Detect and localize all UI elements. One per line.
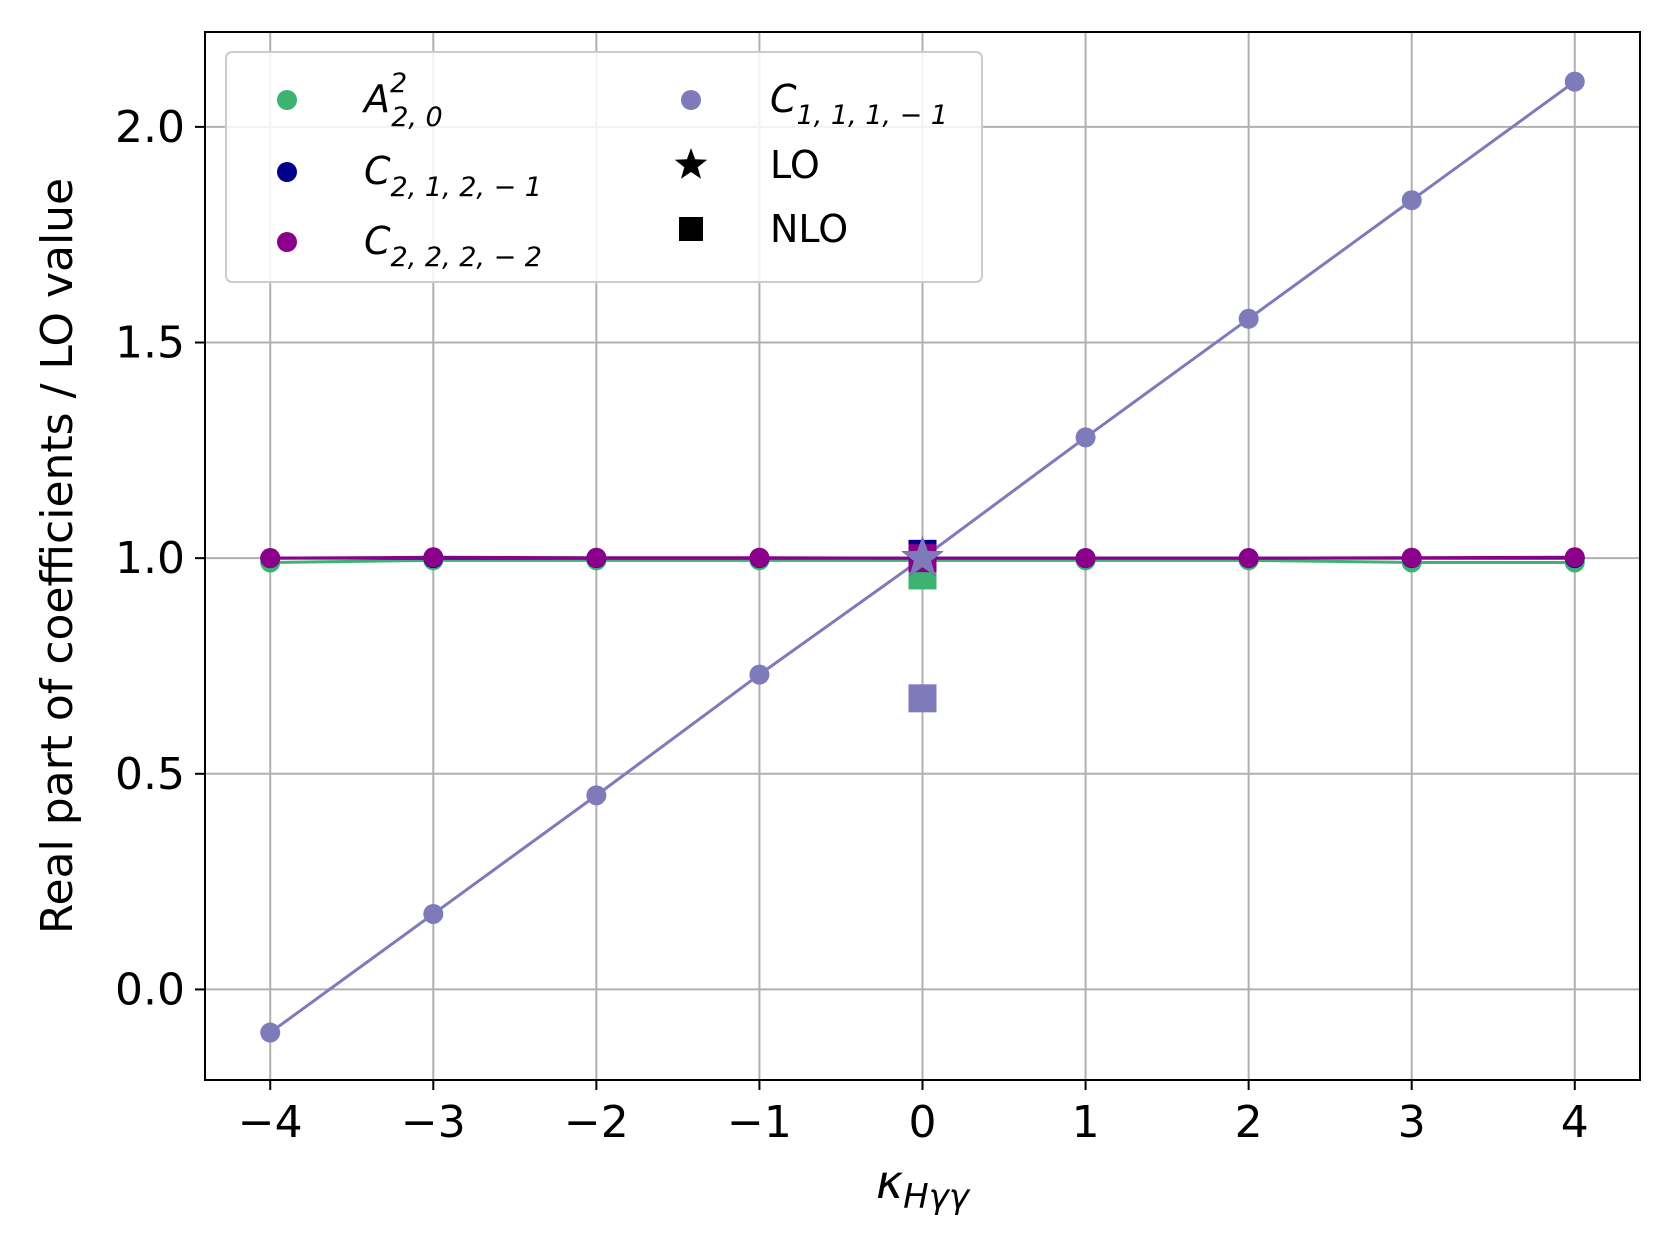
x-tick-label: −3 bbox=[401, 1097, 466, 1148]
x-tick-label: −1 bbox=[727, 1097, 792, 1148]
series-point-2 bbox=[423, 547, 444, 568]
legend-label-3: C1, 1, 1, − 1 bbox=[770, 77, 948, 131]
legend: A2 2, 0 C2, 1, 2, − 1 C2, 2, 2, − 2 C1, 1, 1… bbox=[225, 51, 983, 283]
y-tick-label: 0.0 bbox=[115, 964, 185, 1015]
series-point-2 bbox=[1401, 547, 1422, 568]
series-point-3 bbox=[1564, 71, 1585, 92]
series-point-2 bbox=[1075, 548, 1096, 569]
series-point-3 bbox=[260, 1022, 281, 1043]
legend-marker-0 bbox=[277, 90, 297, 110]
legend-label-1: C2, 1, 2, − 1 bbox=[364, 149, 542, 203]
legend-marker-3 bbox=[681, 90, 701, 110]
legend-label-nlo: NLO bbox=[770, 207, 848, 251]
series-point-3 bbox=[1075, 427, 1096, 448]
series-point-3 bbox=[586, 785, 607, 806]
series-point-3 bbox=[1401, 190, 1422, 211]
y-tick-label: 1.5 bbox=[115, 318, 185, 369]
markers-layer bbox=[901, 536, 944, 713]
series-point-3 bbox=[1238, 308, 1259, 329]
legend-label-2: C2, 2, 2, − 2 bbox=[364, 219, 542, 273]
lo-marker-3 bbox=[901, 536, 944, 576]
legend-square-icon bbox=[679, 217, 703, 241]
legend-star-icon bbox=[674, 148, 708, 179]
series-point-2 bbox=[260, 548, 281, 569]
series-point-2 bbox=[749, 547, 770, 568]
legend-box bbox=[225, 51, 983, 283]
y-tick-label: 2.0 bbox=[115, 102, 185, 153]
x-tick-label: 3 bbox=[1398, 1097, 1426, 1148]
legend-marker-1 bbox=[277, 162, 297, 182]
axis-ticks: −4 −3 −2 −1 0 1 2 3 4 0.0 0.5 1.0 1.5 2.0 bbox=[115, 102, 1589, 1148]
x-tick-label: 2 bbox=[1235, 1097, 1263, 1148]
x-tick-label: −2 bbox=[564, 1097, 629, 1148]
series-point-3 bbox=[749, 664, 770, 685]
nlo-marker-3 bbox=[908, 684, 937, 713]
legend-label-lo: LO bbox=[770, 143, 820, 187]
y-axis-label: Real part of coefficients / LO value bbox=[32, 178, 83, 934]
x-tick-label: 4 bbox=[1561, 1097, 1589, 1148]
x-axis-label: κHγγ bbox=[876, 1155, 971, 1217]
series-point-3 bbox=[423, 903, 444, 924]
legend-label-0: A2 2, 0 bbox=[361, 68, 443, 133]
series-point-2 bbox=[1238, 548, 1259, 569]
y-tick-label: 0.5 bbox=[115, 749, 185, 800]
x-tick-label: 0 bbox=[909, 1097, 937, 1148]
series-point-2 bbox=[1564, 547, 1585, 568]
x-tick-label: 1 bbox=[1072, 1097, 1100, 1148]
y-tick-label: 1.0 bbox=[115, 533, 185, 584]
series-point-2 bbox=[586, 547, 607, 568]
legend-marker-2 bbox=[277, 232, 297, 252]
x-tick-label: −4 bbox=[238, 1097, 303, 1148]
axis-labels: κHγγ Real part of coefficients / LO valu… bbox=[32, 178, 971, 1217]
